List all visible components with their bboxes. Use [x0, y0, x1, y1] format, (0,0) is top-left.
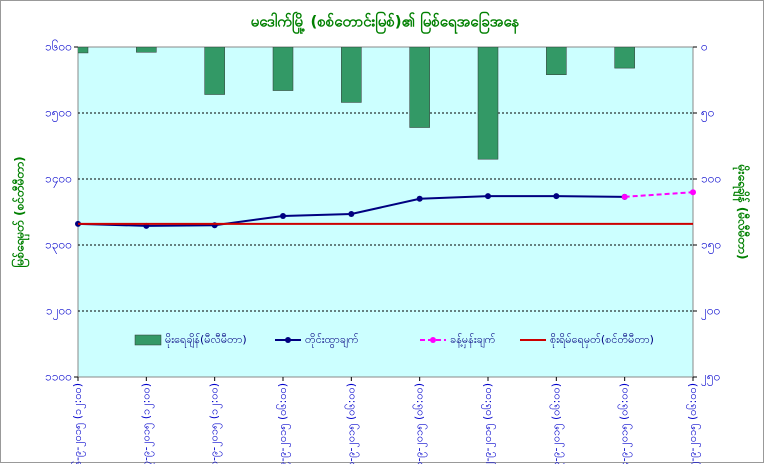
- bar: [409, 47, 430, 128]
- plot-area: [77, 46, 694, 378]
- point: [621, 193, 628, 200]
- y-tick-label: ၁၁၀၀: [45, 370, 72, 384]
- y2-tick-label: ၂၀၀: [701, 304, 720, 321]
- bar: [614, 47, 635, 69]
- y-tick-label: ၁၃၀၀: [45, 238, 72, 255]
- bar: [136, 47, 157, 53]
- x-tick-label: ၁၄-၉-၂၀၁၅ (၀၆:၀၀): [618, 383, 633, 464]
- y2-tick-label: ၀: [701, 40, 708, 54]
- point: [553, 193, 560, 200]
- x-tick-label: ၆-၉-၂၀၁၅ (၁၂:၀၀): [71, 383, 86, 464]
- legend-swatch: [134, 334, 162, 346]
- y2-axis-label: မိုးရေချိန် (မီလီမီတာ): [732, 164, 752, 260]
- legend-marker: [430, 337, 436, 343]
- x-tick-label: ၇-၉-၂၀၁၅ (၁၂:၀၀): [139, 383, 154, 464]
- bar: [204, 47, 225, 95]
- x-tick-label: ၁၀-၉-၂၀၁၅ (၀၆:၀၀): [344, 383, 359, 464]
- x-tick-label: ၁၃-၉-၂၀၁၅ (၀၆:၀၀): [549, 383, 564, 464]
- point: [485, 193, 491, 200]
- bar: [78, 47, 89, 54]
- line: [624, 191, 694, 198]
- bar: [477, 47, 499, 160]
- point: [690, 189, 696, 196]
- x-tick-label: ၁၅-၉-၂၀၁၅ (၀၆:၀၀): [686, 383, 701, 464]
- legend-label: ခန့်မှန်းချက်: [450, 333, 496, 348]
- legend-label: မိုးရေချိန်(မီလီမီတာ): [165, 333, 247, 348]
- y-tick-label: ၁၅၀၀: [45, 106, 72, 123]
- y2-tick-label: ၂၅၀: [701, 370, 720, 387]
- point: [416, 195, 423, 202]
- legend-label: စိုးရိမ်ရေမှတ်(စင်တီမီတာ): [550, 333, 654, 348]
- bar: [341, 47, 362, 103]
- point: [280, 212, 286, 219]
- y-axis-label: မြစ်ရေမှတ် (စင်တီမီတာ): [10, 156, 31, 267]
- x-tick-label: ၉-၉-၂၀၁၅ (၀၆:၀၀): [276, 383, 291, 464]
- y2-tick-label: ၅၀: [701, 106, 715, 123]
- x-tick-label: ၁၁-၉-၂၀၁၅ (၀၆:၀၀): [413, 383, 428, 464]
- point: [348, 210, 355, 217]
- y2-tick-label: ၁၀၀: [701, 172, 721, 186]
- y-tick-label: ၁၆၀၀: [45, 39, 72, 54]
- legend-label: တိုင်းထွာချက်: [305, 333, 359, 348]
- y-tick-label: ၁၂၀၀: [46, 304, 72, 321]
- x-tick-label: ၁၂-၉-၂၀၁၅ (၀၆:၀၀): [481, 383, 496, 464]
- y2-tick-label: ၁၅၀: [701, 238, 721, 255]
- bar: [546, 47, 567, 75]
- legend-marker: [285, 337, 291, 343]
- bar: [272, 47, 294, 91]
- x-tick-label: ၈-၉-၂၀၁၅ (၁၂:၀၀): [208, 383, 223, 464]
- y-tick-label: ၁၄၀၀: [45, 172, 72, 189]
